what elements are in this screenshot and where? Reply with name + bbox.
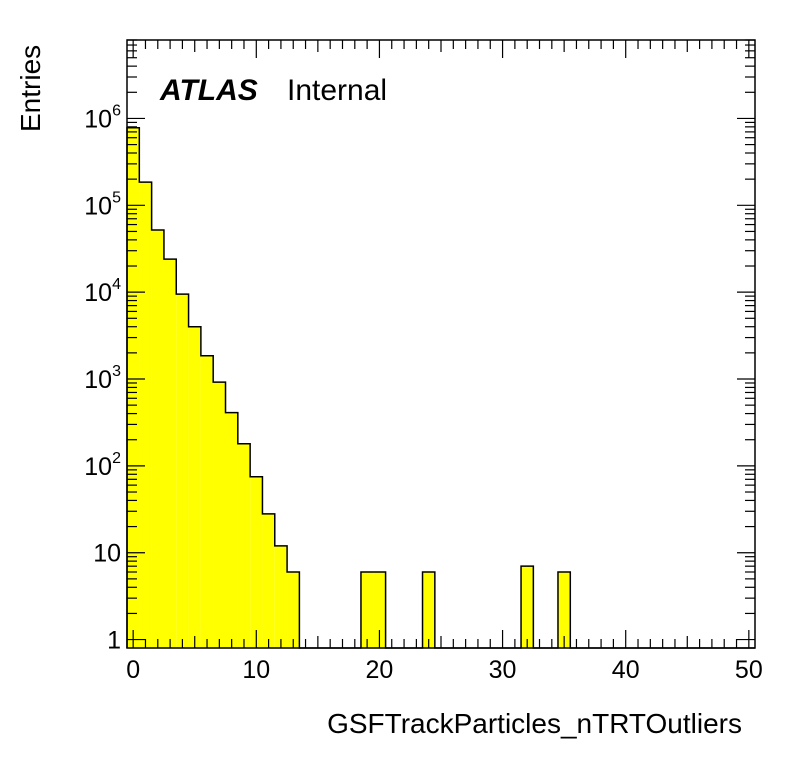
y-tick-label: 103 xyxy=(84,363,121,394)
histogram-bar xyxy=(274,545,288,648)
y-tick-labels: 1 10 102 103 104 105 106 xyxy=(84,102,121,654)
histogram-bar xyxy=(151,229,164,648)
histogram-bar xyxy=(250,476,263,648)
y-tick-label: 106 xyxy=(84,102,121,133)
y-tick-label: 102 xyxy=(84,450,121,481)
histogram-bar xyxy=(200,355,214,648)
y-tick-label: 1 xyxy=(107,627,121,655)
y-tick-label: 104 xyxy=(84,276,121,307)
histogram-bar xyxy=(262,513,275,648)
histogram-bars xyxy=(127,127,571,648)
histogram-bar xyxy=(225,412,238,648)
histogram-bar xyxy=(139,182,152,648)
x-tick-label: 40 xyxy=(612,656,640,684)
histogram-bar xyxy=(557,571,571,648)
x-tick-label: 30 xyxy=(489,656,517,684)
histogram-bar xyxy=(237,443,251,648)
histogram-bar xyxy=(521,566,534,648)
histogram-bar xyxy=(422,571,435,648)
histogram-bar xyxy=(176,294,189,648)
x-axis-title: GSFTrackParticles_nTRTOutliers xyxy=(327,708,742,739)
y-axis-title: Entries xyxy=(15,45,46,132)
histogram-bar xyxy=(213,382,226,648)
y-tick-label: 105 xyxy=(84,189,121,220)
x-tick-label: 50 xyxy=(735,656,763,684)
histogram-bar xyxy=(373,571,386,648)
x-tick-label: 20 xyxy=(366,656,394,684)
plot-frame xyxy=(126,39,756,649)
x-tick-label: 10 xyxy=(242,656,270,684)
atlas-label: ATLAS xyxy=(159,74,258,107)
histogram-bar xyxy=(188,326,201,648)
axis-ticks xyxy=(127,39,755,648)
histogram-bar xyxy=(360,571,374,648)
histogram-bar xyxy=(287,571,300,648)
y-tick-label: 10 xyxy=(93,540,121,568)
internal-label: Internal xyxy=(287,74,387,107)
x-tick-labels: 0 10 20 30 40 50 xyxy=(126,656,763,684)
x-tick-label: 0 xyxy=(126,656,140,684)
histogram-bar xyxy=(163,259,177,648)
